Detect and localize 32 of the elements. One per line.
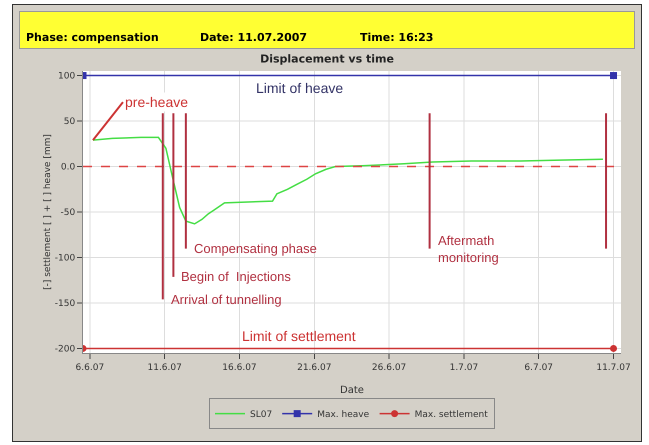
annotation: Limit of heave <box>256 80 344 96</box>
annotation: pre-heave <box>125 94 188 110</box>
x-tick-label: 6.7.07 <box>524 362 554 373</box>
y-tick-label: 50 <box>64 117 76 128</box>
y-tick-label: 100 <box>58 72 76 82</box>
x-tick-label: 11.6.07 <box>147 362 182 373</box>
x-tick-label: 1.7.07 <box>450 362 478 373</box>
x-tick-label: 6.6.07 <box>76 362 104 373</box>
annotation: Limit of settlement <box>242 328 356 344</box>
ref-line-label: Arrival of tunnelling <box>171 292 282 307</box>
y-axis-title: [-] settlement [ ] + [ ] heave [mm] <box>42 134 53 290</box>
ref-line-label: Begin of Injections <box>181 269 292 284</box>
x-axis-title: Date <box>340 385 364 396</box>
legend-label: SL07 <box>250 410 272 420</box>
text: Date: 11.07.2007 <box>200 31 308 44</box>
y-tick-label: -150 <box>54 299 76 310</box>
x-tick-label: 26.6.07 <box>372 362 406 373</box>
x-tick-label: 21.6.07 <box>297 362 332 373</box>
x-tick-label: 16.6.07 <box>222 362 257 373</box>
legend-label: Max. settlement <box>414 410 488 420</box>
chart-title: Displacement vs time <box>260 52 394 66</box>
text: Phase: compensation <box>26 31 159 44</box>
line-series <box>92 136 604 225</box>
x-tick-label: 11.7.07 <box>596 362 631 373</box>
ref-line-label: Aftermath monitoring <box>438 233 499 265</box>
y-tick-label: -100 <box>54 254 76 264</box>
y-tick-label: -50 <box>60 208 76 218</box>
y-tick-label: -200 <box>54 344 76 355</box>
legend-label: Max. heave <box>317 410 370 420</box>
text: Time: 16:23 <box>360 31 434 44</box>
y-tick-label: 0.0 <box>60 162 76 173</box>
ref-line-label: Compensating phase <box>194 241 317 256</box>
